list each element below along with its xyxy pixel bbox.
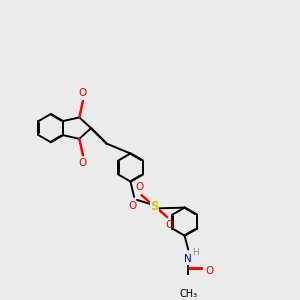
Text: N: N — [184, 254, 191, 264]
Text: CH₃: CH₃ — [179, 289, 197, 299]
Text: H: H — [192, 248, 199, 257]
Text: O: O — [79, 88, 87, 98]
Text: O: O — [128, 201, 136, 212]
Text: S: S — [150, 200, 159, 213]
Text: O: O — [136, 182, 144, 192]
Text: O: O — [205, 266, 213, 275]
Text: O: O — [79, 158, 87, 168]
Text: O: O — [165, 220, 173, 230]
